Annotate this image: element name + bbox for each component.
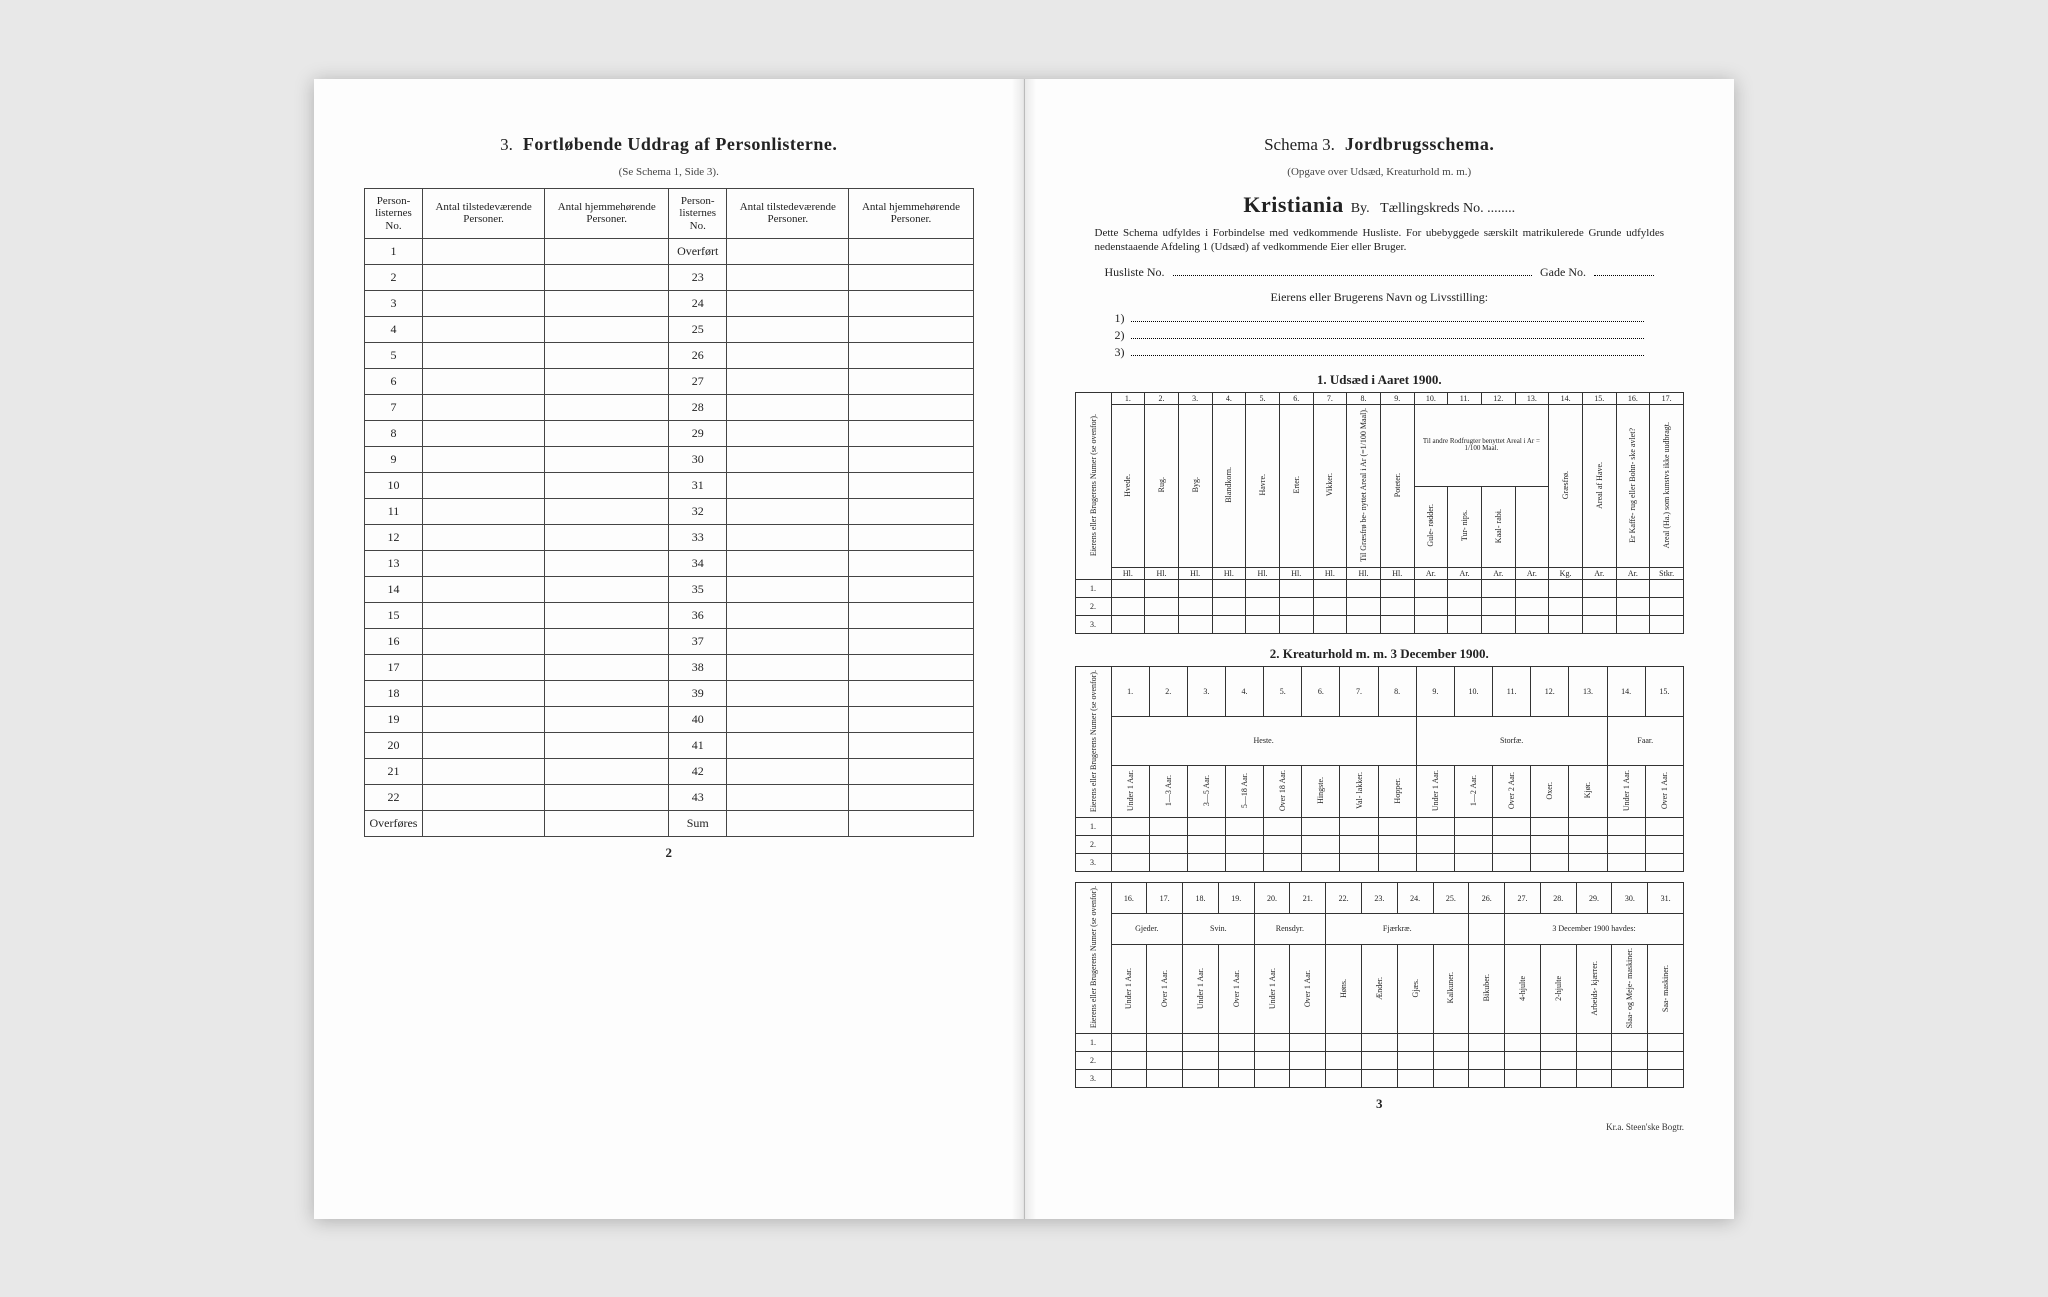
husliste-label: Husliste No. [1105, 265, 1165, 280]
table-row: 2142 [365, 759, 974, 785]
table-row: 1435 [365, 577, 974, 603]
table-row: 2. [1075, 597, 1684, 615]
owner-line: 1) [1115, 311, 1645, 326]
personlister-table: Person- listernes No. Antal tilstedevære… [364, 188, 974, 838]
schema-label: Schema 3. [1264, 135, 1335, 154]
table-row: 425 [365, 317, 974, 343]
col-person-no-R: Person- listernes No. [669, 188, 727, 239]
table-row: 1334 [365, 551, 974, 577]
table-row: 1233 [365, 525, 974, 551]
owners-label: Eierens eller Brugerens Navn og Livsstil… [1075, 290, 1685, 305]
section2-title: 2. Kreaturhold m. m. 3 December 1900. [1075, 646, 1685, 662]
table-row: 1. [1075, 818, 1684, 836]
schema-sub: (Opgave over Udsæd, Kreaturhold m. m.) [1075, 166, 1685, 178]
table-row: 2. [1075, 836, 1684, 854]
owner-line: 2) [1115, 328, 1645, 343]
city-name: Kristiania [1243, 192, 1343, 217]
table-row: 829 [365, 421, 974, 447]
table-row: OverføresSum [365, 811, 974, 837]
table-row: 1839 [365, 681, 974, 707]
page-number-left: 2 [364, 845, 974, 861]
col-tilstede-L: Antal tilstedeværende Personer. [423, 188, 545, 239]
document-spread: 3. Fortløbende Uddrag af Personlisterne.… [314, 79, 1734, 1219]
page-right: Schema 3. Jordbrugsschema. (Opgave over … [1025, 79, 1735, 1219]
table-row: 3. [1075, 615, 1684, 633]
schema-title: Jordbrugsschema. [1345, 134, 1495, 154]
col-tilstede-R: Antal tilstedeværende Personer. [727, 188, 849, 239]
table-row: 526 [365, 343, 974, 369]
city-line: Kristiania By. Tællingskreds No. .......… [1075, 192, 1685, 218]
table-row: 627 [365, 369, 974, 395]
fill-dots [1173, 265, 1533, 276]
left-section-number: 3. [500, 135, 513, 154]
kreds-label: Tællingskreds No. [1380, 201, 1483, 216]
page-left: 3. Fortløbende Uddrag af Personlisterne.… [314, 79, 1025, 1219]
intro-text: Dette Schema udfyldes i Forbindelse med … [1095, 226, 1665, 256]
husliste-line: Husliste No. Gade No. [1105, 265, 1655, 280]
left-title: 3. Fortløbende Uddrag af Personlisterne. [364, 134, 974, 155]
kreatur-table-a: Eierens eller Brugerens Numer (se ovenfo… [1075, 666, 1685, 872]
page-number-right: 3 [1075, 1096, 1685, 1112]
table-row: 1. [1075, 579, 1684, 597]
table-row: 1637 [365, 629, 974, 655]
table-row: 1031 [365, 473, 974, 499]
table-row: 1. [1075, 1034, 1684, 1052]
col-hjemme-R: Antal hjemmehørende Personer. [849, 188, 973, 239]
left-title-text: Fortløbende Uddrag af Personlisterne. [523, 134, 837, 154]
table-row: 3. [1075, 854, 1684, 872]
col-hjemme-L: Antal hjemmehørende Personer. [545, 188, 669, 239]
udsaed-table: Eierens eller Brugerens Numer (se ovenfo… [1075, 392, 1685, 634]
table-row: 1536 [365, 603, 974, 629]
table-row: 2243 [365, 785, 974, 811]
table-row: 324 [365, 291, 974, 317]
table-row: 1738 [365, 655, 974, 681]
table-row: 1Overført [365, 239, 974, 265]
table-row: 1132 [365, 499, 974, 525]
table-row: 3. [1075, 1070, 1684, 1088]
right-title: Schema 3. Jordbrugsschema. [1075, 134, 1685, 155]
printer-footer: Kr.a. Steen'ske Bogtr. [1075, 1122, 1685, 1132]
kreatur-table-b: Eierens eller Brugerens Numer (se ovenfo… [1075, 882, 1685, 1088]
table-row: 223 [365, 265, 974, 291]
fill-dots [1594, 265, 1654, 276]
owner-line: 3) [1115, 345, 1645, 360]
table-row: 930 [365, 447, 974, 473]
section1-title: 1. Udsæd i Aaret 1900. [1075, 372, 1685, 388]
city-suffix: By. [1351, 201, 1370, 216]
table-row: 2041 [365, 733, 974, 759]
table-row: 728 [365, 395, 974, 421]
table-row: 2. [1075, 1052, 1684, 1070]
col-person-no-L: Person- listernes No. [365, 188, 423, 239]
gade-label: Gade No. [1540, 265, 1586, 280]
left-subtitle: (Se Schema 1, Side 3). [364, 166, 974, 178]
table-row: 1940 [365, 707, 974, 733]
